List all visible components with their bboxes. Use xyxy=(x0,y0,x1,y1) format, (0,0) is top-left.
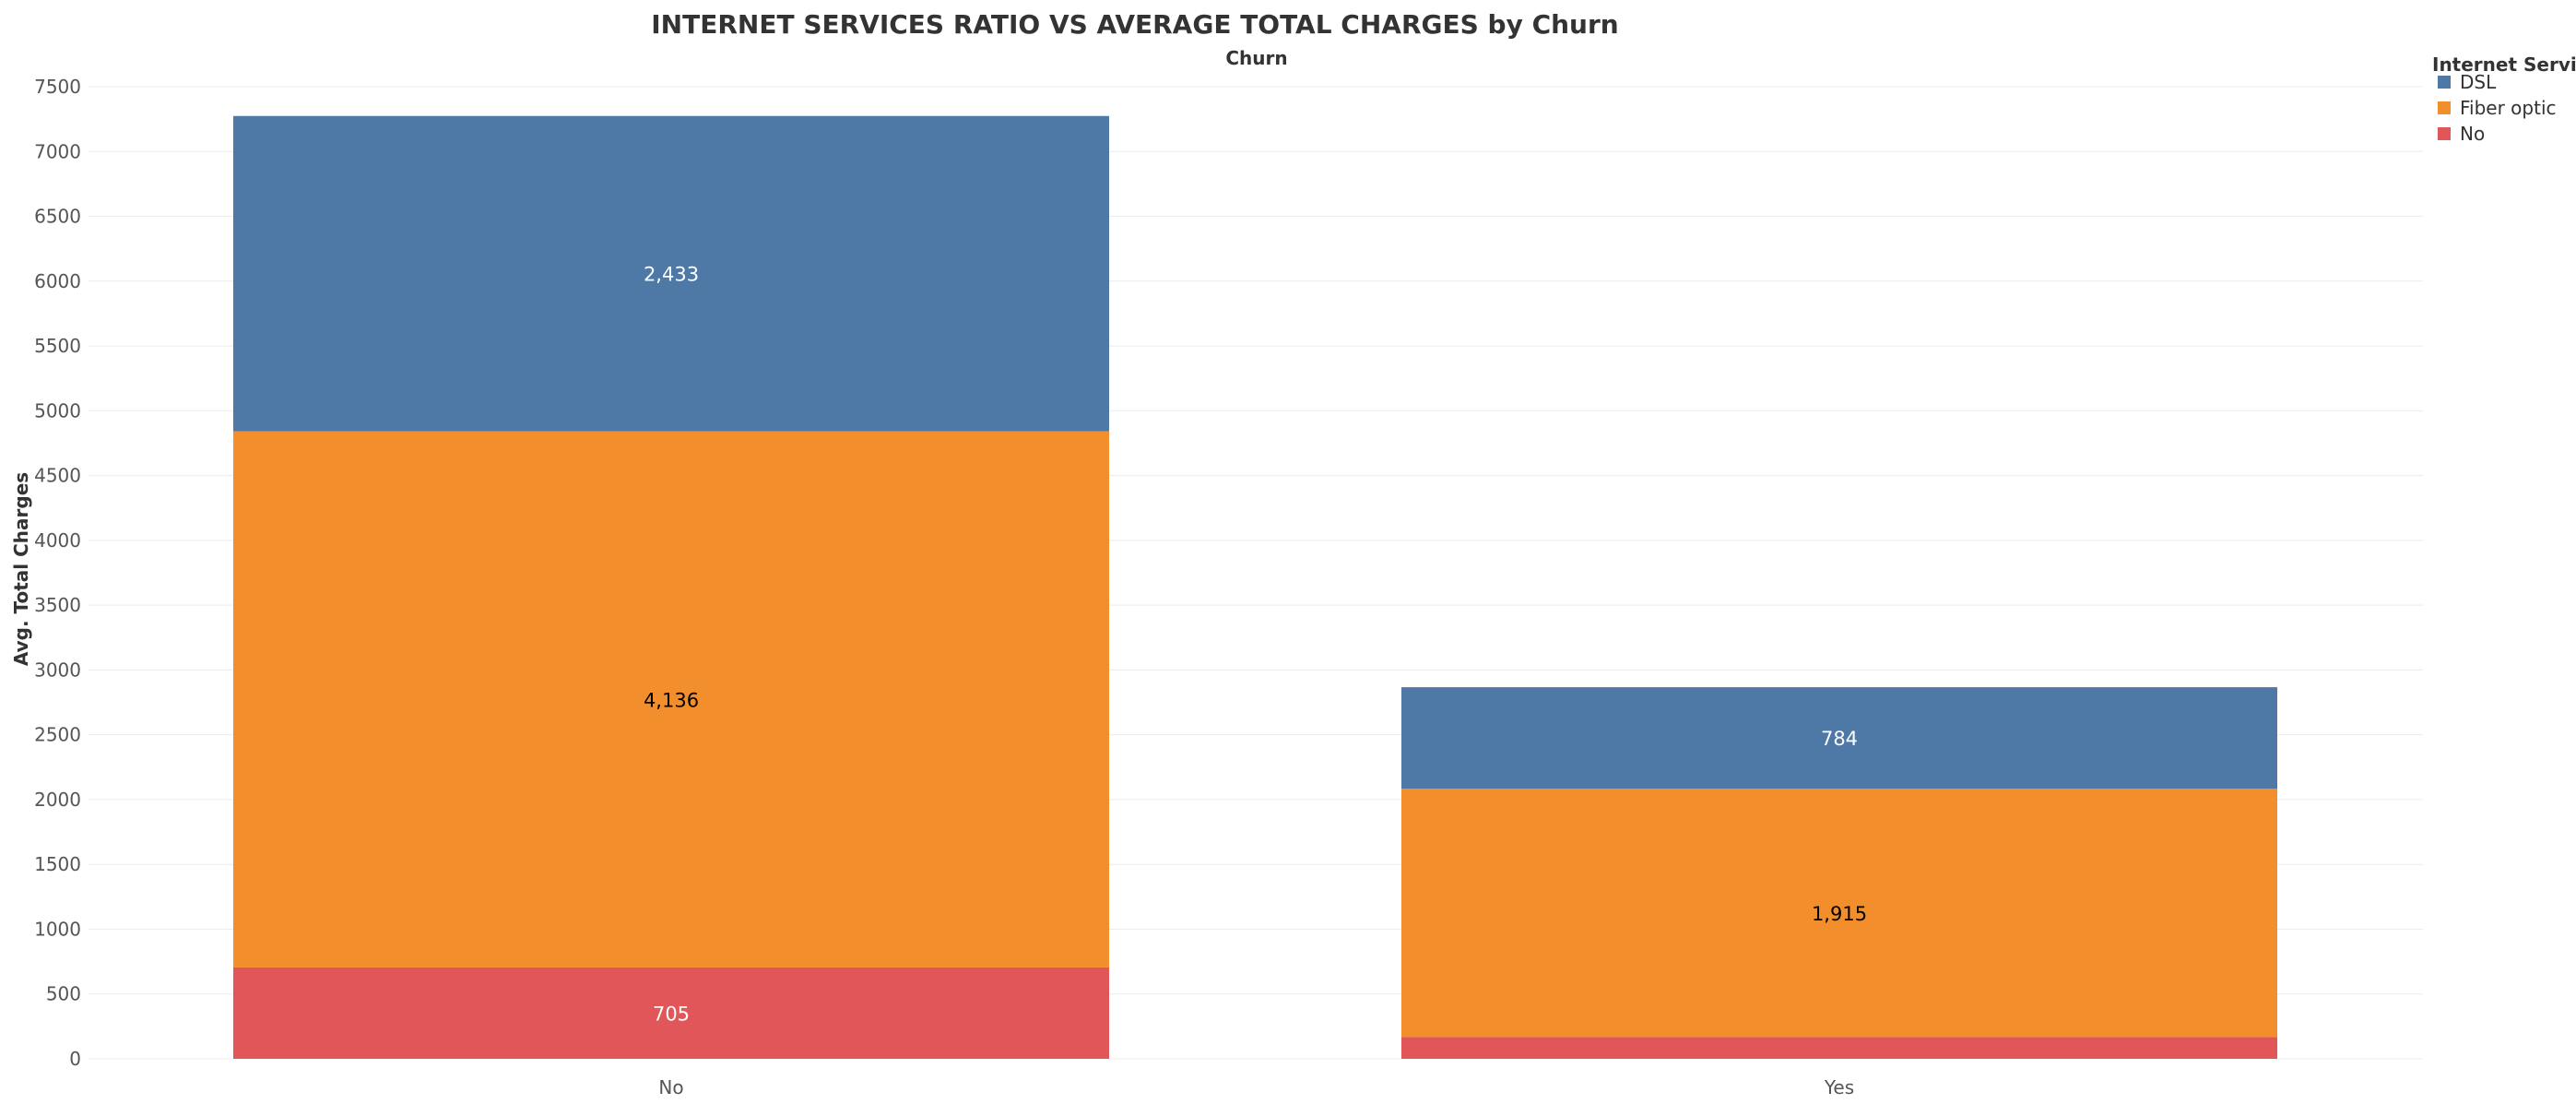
legend-label: Fiber optic xyxy=(2460,97,2557,119)
legend-swatch xyxy=(2438,127,2451,140)
bars xyxy=(233,115,2277,1059)
legend-swatch xyxy=(2438,101,2451,114)
bar-segment xyxy=(233,115,1109,432)
chart-title: INTERNET SERVICES RATIO VS AVERAGE TOTAL… xyxy=(651,9,1618,40)
y-tick-label: 7000 xyxy=(34,140,81,162)
legend-items: DSL Fiber optic No xyxy=(2438,71,2557,145)
data-label: 705 xyxy=(653,1003,690,1025)
y-tick-label: 3500 xyxy=(34,594,81,616)
bar-segment xyxy=(233,967,1109,1059)
y-axis-title: Avg. Total Charges xyxy=(10,472,32,666)
y-tick-label: 1000 xyxy=(34,918,81,940)
legend-label: No xyxy=(2460,123,2485,145)
data-label: 2,433 xyxy=(644,264,699,286)
x-tick-label: Yes xyxy=(1824,1076,1854,1098)
y-tick-label: 4500 xyxy=(34,465,81,487)
legend: Internet Service DSL Fiber optic No xyxy=(2432,53,2576,145)
y-tick-label: 2000 xyxy=(34,789,81,811)
legend-label: DSL xyxy=(2460,71,2497,93)
data-label: 784 xyxy=(1821,728,1858,750)
y-tick-label: 4000 xyxy=(34,529,81,552)
legend-swatch xyxy=(2438,76,2451,89)
y-tick-label: 2500 xyxy=(34,724,81,746)
x-tick-label: No xyxy=(658,1076,683,1098)
data-labels: 705 4,136 2,433 1,915 784 xyxy=(644,264,1867,1026)
y-tick-label: 6000 xyxy=(34,270,81,292)
y-tick-label: 1500 xyxy=(34,853,81,875)
data-label: 1,915 xyxy=(1812,903,1867,925)
y-tick-label: 7500 xyxy=(34,76,81,98)
bar-segment xyxy=(1401,1037,2277,1059)
data-label: 4,136 xyxy=(644,689,699,711)
chart-subtitle: Churn xyxy=(1225,47,1287,69)
y-tick-label: 3000 xyxy=(34,659,81,681)
y-tick-label: 5500 xyxy=(34,335,81,357)
y-tick-label: 6500 xyxy=(34,206,81,228)
bar-segment xyxy=(233,431,1109,967)
y-tick-label: 0 xyxy=(69,1048,81,1070)
x-axis-ticks: No Yes xyxy=(658,1076,1854,1098)
y-tick-label: 500 xyxy=(46,983,81,1005)
y-axis-ticks: 0 500 1000 1500 2000 2500 3000 3500 4000 4500 5000… xyxy=(34,76,81,1070)
bar-segment xyxy=(1401,687,2277,789)
legend-title: Internet Service xyxy=(2432,53,2576,76)
y-tick-label: 5000 xyxy=(34,399,81,421)
bar-segment xyxy=(1401,789,2277,1038)
